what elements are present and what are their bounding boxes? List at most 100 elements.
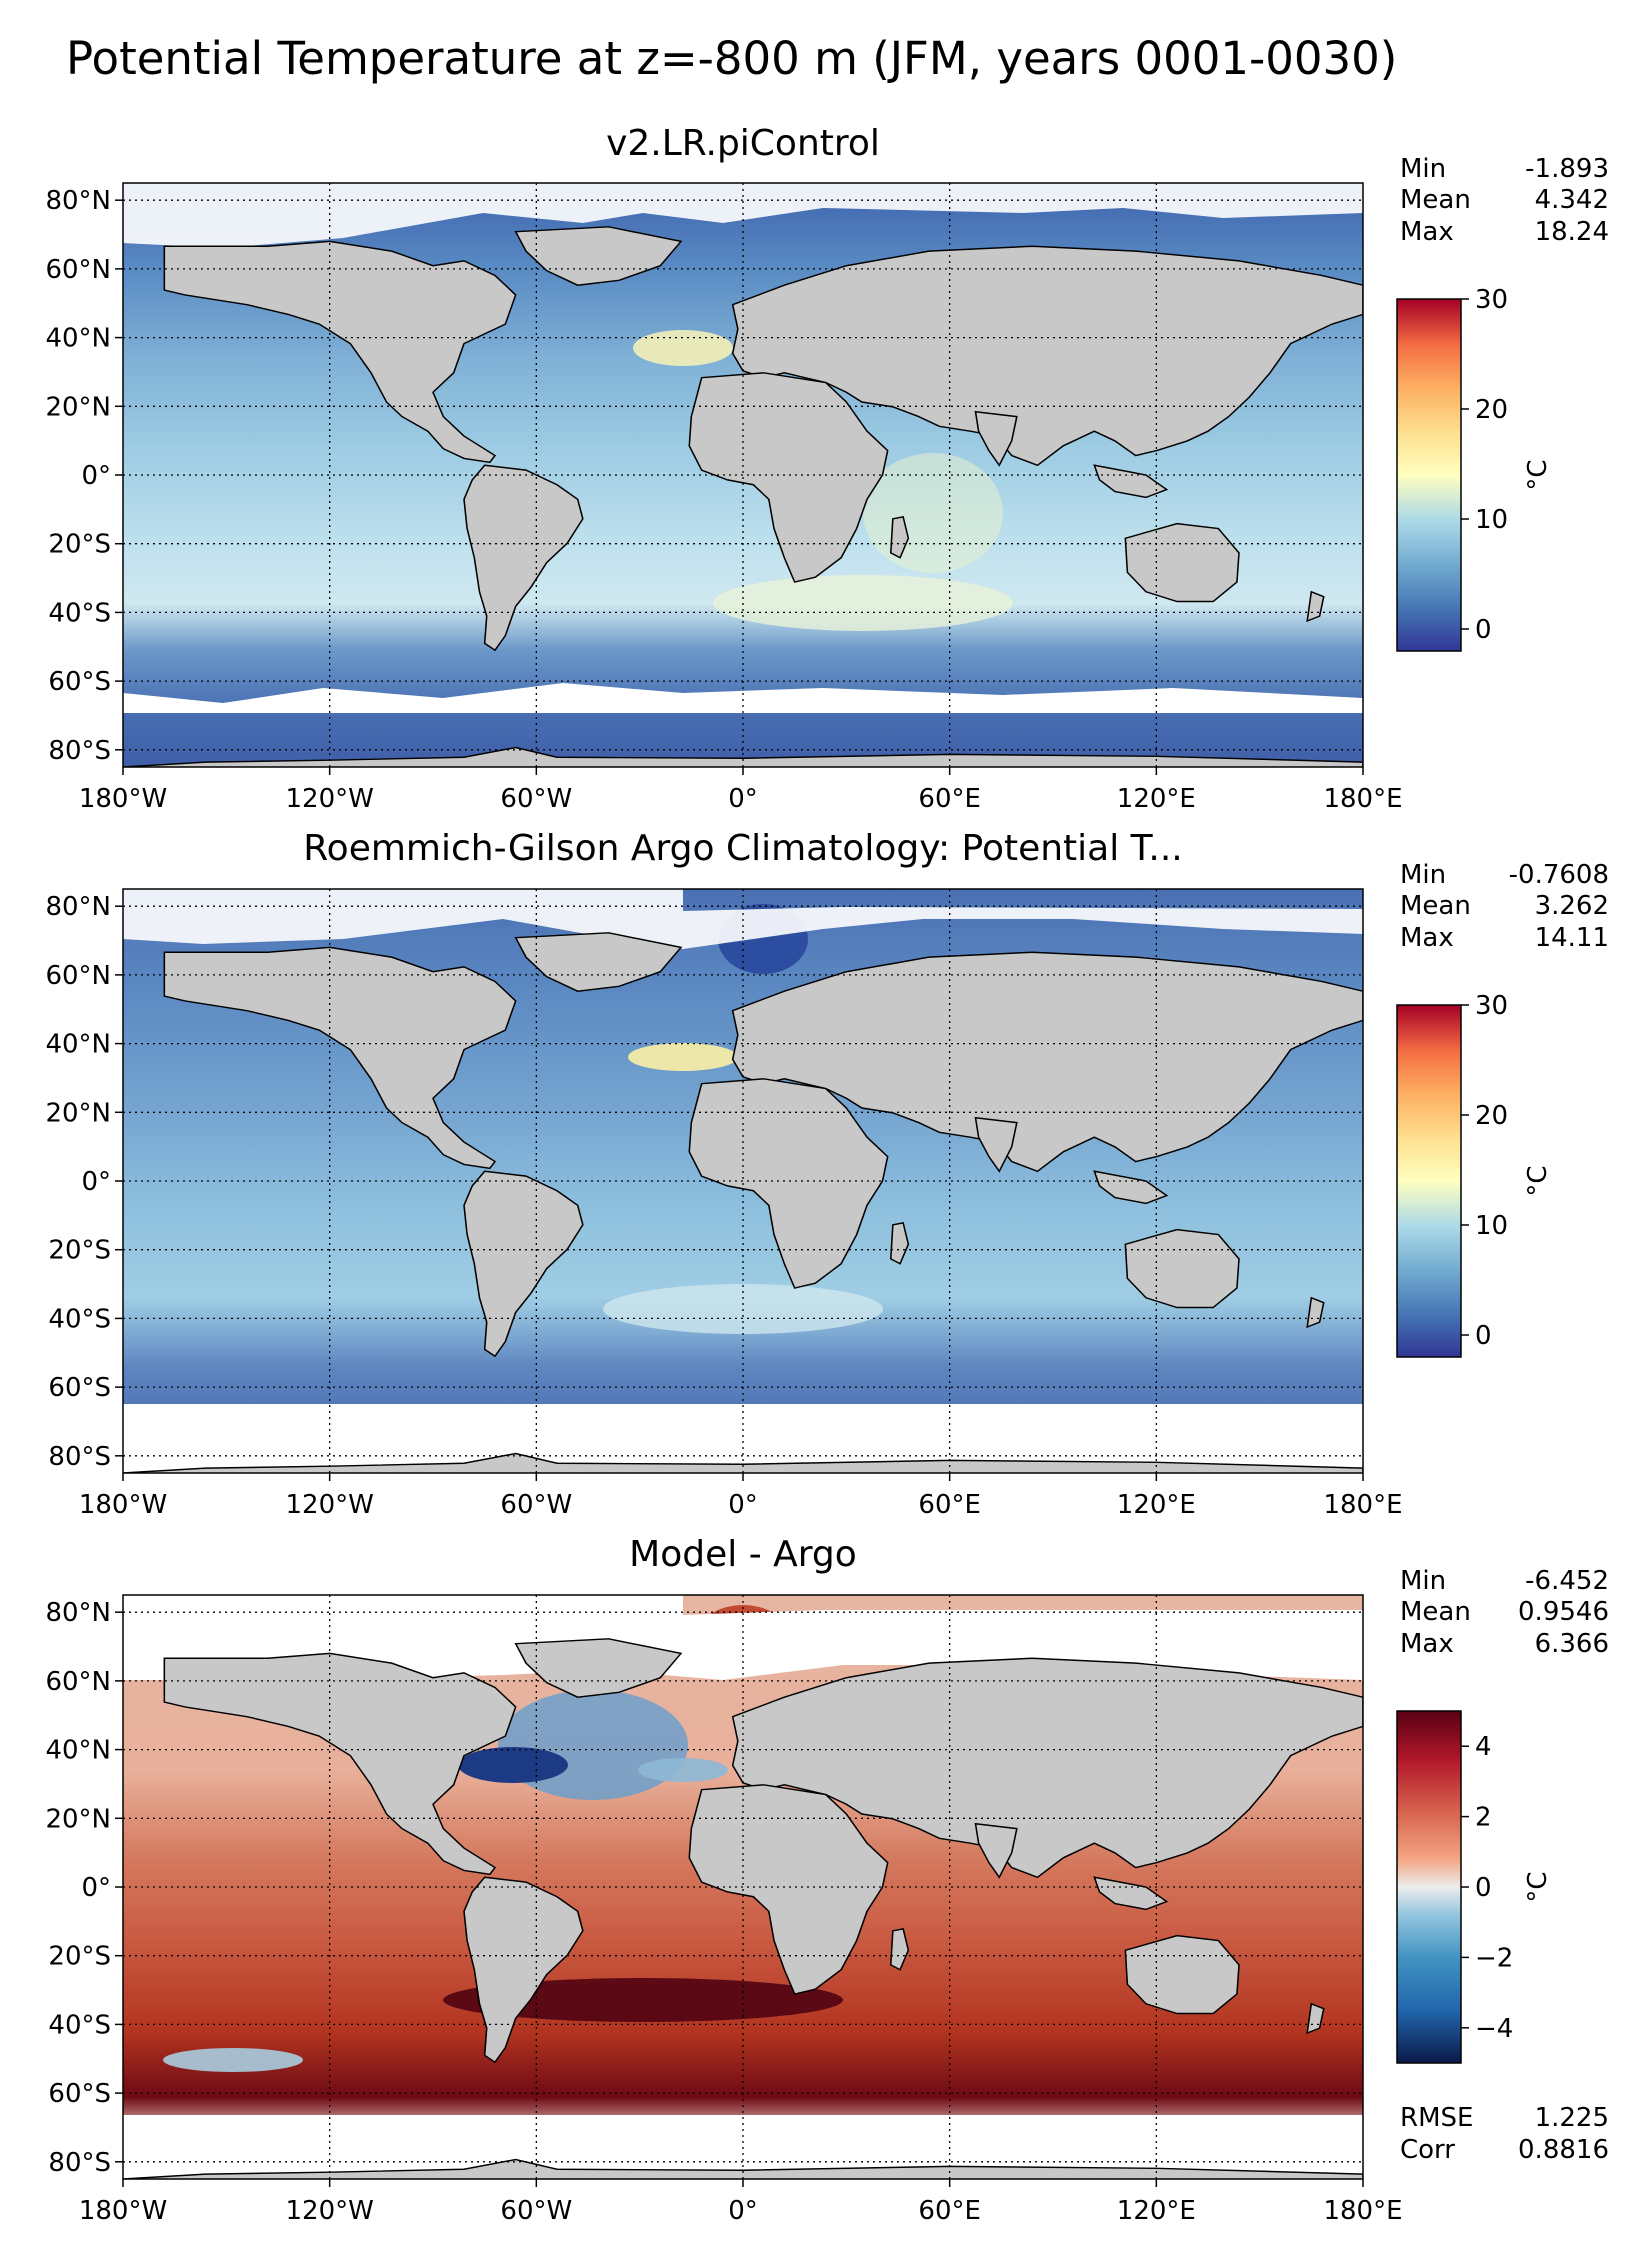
lon-tick-label: 180°W xyxy=(79,784,167,814)
panel-3: Model - Argo 80°N 60°N 40°N 20°N 0° 20°S 40°S 6… xyxy=(45,1534,1609,2226)
colorbar: 4 2 0 −2 −4 °C xyxy=(1396,1710,1553,2064)
lat-tick-label: 80°S xyxy=(48,2148,111,2178)
panel-1: v2.LR.piControl 80°N 60°N 40°N 20°N 0° 20°S 40… xyxy=(45,123,1609,814)
lon-tick-label: 120°E xyxy=(1117,2196,1196,2226)
lat-tick-label: 20°S xyxy=(48,1236,111,1266)
stat-label: Max xyxy=(1400,1629,1454,1659)
lat-tick-label: 40°S xyxy=(48,598,111,628)
colorbar-tick-label: 20 xyxy=(1475,395,1508,425)
panel-title: v2.LR.piControl xyxy=(606,123,880,164)
map-mediterranean xyxy=(628,1043,738,1071)
stat-label: Min xyxy=(1400,860,1446,890)
lon-tick-label: 60°E xyxy=(918,2196,981,2226)
stat-value: 18.24 xyxy=(1535,217,1609,247)
lat-axis: 80°N 60°N 40°N 20°N 0° 20°S 40°S 60°S 80°S xyxy=(45,186,123,766)
lon-tick-label: 0° xyxy=(728,1490,758,1520)
lat-tick-label: 80°S xyxy=(48,1442,111,1472)
stat-value: 0.8816 xyxy=(1518,2135,1609,2165)
stat-label: Min xyxy=(1400,1566,1446,1596)
panel-title: Model - Argo xyxy=(629,1534,857,1575)
map-negative-anomaly xyxy=(458,1747,568,1783)
map-negative-anomaly xyxy=(163,2048,303,2072)
colorbar-gradient xyxy=(1396,1004,1462,1358)
lat-tick-label: 20°S xyxy=(48,1942,111,1972)
stat-label: Min xyxy=(1400,154,1446,184)
colorbar-tick-label: 4 xyxy=(1475,1732,1492,1762)
stat-value: 14.11 xyxy=(1535,923,1609,953)
colorbar: 0 10 20 30 °C xyxy=(1396,991,1553,1358)
stat-value: 4.342 xyxy=(1535,185,1609,215)
colorbar-tick-label: 0 xyxy=(1475,615,1492,645)
error-stats-block: RMSE 1.225 Corr 0.8816 xyxy=(1400,2103,1609,2165)
lon-axis: 180°W 120°W 60°W 0° 60°E 120°E 180°E xyxy=(79,767,1403,814)
map-missing-arctic xyxy=(123,183,1363,248)
lat-tick-label: 80°S xyxy=(48,736,111,766)
lon-tick-label: 0° xyxy=(728,2196,758,2226)
lon-tick-label: 180°E xyxy=(1323,784,1402,814)
stat-label: Mean xyxy=(1400,891,1471,921)
map-warm-patch xyxy=(713,575,1013,631)
lat-tick-label: 40°S xyxy=(48,1304,111,1334)
colorbar-gradient xyxy=(1396,298,1462,652)
stat-value: 1.225 xyxy=(1535,2103,1609,2133)
lon-tick-label: 120°W xyxy=(285,784,373,814)
colorbar: 0 10 20 30 °C xyxy=(1396,285,1553,652)
map-gridlines xyxy=(123,889,1363,1473)
colorbar-tick-label: −2 xyxy=(1475,1943,1513,1973)
lat-tick-label: 80°N xyxy=(45,892,111,922)
map-gridlines xyxy=(123,183,1363,767)
lat-tick-label: 0° xyxy=(81,1873,111,1903)
lat-tick-label: 60°N xyxy=(45,1667,111,1697)
lat-axis: 80°N 60°N 40°N 20°N 0° 20°S 40°S 60°S 80°S xyxy=(45,892,123,1472)
stat-value: 3.262 xyxy=(1535,891,1609,921)
lon-tick-label: 180°E xyxy=(1323,2196,1402,2226)
map-gridlines xyxy=(123,1595,1363,2179)
lat-tick-label: 0° xyxy=(81,1167,111,1197)
colorbar-label: °C xyxy=(1523,1165,1553,1196)
colorbar-tick-label: 20 xyxy=(1475,1101,1508,1131)
lon-tick-label: 120°E xyxy=(1117,1490,1196,1520)
lat-tick-label: 20°N xyxy=(45,392,111,422)
lon-tick-label: 180°W xyxy=(79,1490,167,1520)
lat-tick-label: 80°N xyxy=(45,186,111,216)
lon-axis: 180°W 120°W 60°W 0° 60°E 120°E 180°E xyxy=(79,2179,1403,2226)
colorbar-ticks: 0 10 20 30 xyxy=(1461,991,1508,1351)
stat-value: -1.893 xyxy=(1525,154,1609,184)
lat-tick-label: 20°N xyxy=(45,1098,111,1128)
colorbar-tick-label: 10 xyxy=(1475,505,1508,535)
stats-block: Min -0.7608 Mean 3.262 Max 14.11 xyxy=(1400,860,1609,953)
stats-block: Min -1.893 Mean 4.342 Max 18.24 xyxy=(1400,154,1609,247)
lat-tick-label: 60°S xyxy=(48,2079,111,2109)
colorbar-label: °C xyxy=(1523,1871,1553,1902)
lat-tick-label: 40°N xyxy=(45,324,111,354)
lat-tick-label: 60°N xyxy=(45,255,111,285)
lon-tick-label: 120°W xyxy=(285,1490,373,1520)
lat-tick-label: 40°N xyxy=(45,1736,111,1766)
stat-label: RMSE xyxy=(1400,2103,1473,2133)
lon-axis: 180°W 120°W 60°W 0° 60°E 120°E 180°E xyxy=(79,1473,1403,1520)
stat-value: 0.9546 xyxy=(1518,1597,1609,1627)
lon-tick-label: 0° xyxy=(728,784,758,814)
lon-tick-label: 60°E xyxy=(918,784,981,814)
lat-tick-label: 40°N xyxy=(45,1030,111,1060)
colorbar-tick-label: 30 xyxy=(1475,285,1508,315)
colorbar-tick-label: 0 xyxy=(1475,1873,1492,1903)
stat-label: Corr xyxy=(1400,2135,1455,2165)
panel-title: Roemmich-Gilson Argo Climatology: Potent… xyxy=(303,828,1182,869)
colorbar-label: °C xyxy=(1523,459,1553,490)
lon-tick-label: 180°E xyxy=(1323,1490,1402,1520)
lat-tick-label: 40°S xyxy=(48,2010,111,2040)
lon-tick-label: 60°E xyxy=(918,1490,981,1520)
colorbar-tick-label: 30 xyxy=(1475,991,1508,1021)
lon-tick-label: 120°W xyxy=(285,2196,373,2226)
colorbar-ticks: 0 10 20 30 xyxy=(1461,285,1508,645)
colorbar-tick-label: 2 xyxy=(1475,1803,1492,1833)
lat-tick-label: 80°N xyxy=(45,1598,111,1628)
figure-title: Potential Temperature at z=-800 m (JFM, … xyxy=(66,32,1397,85)
map-mediterranean xyxy=(633,330,733,366)
stat-label: Max xyxy=(1400,923,1454,953)
colorbar-tick-label: 0 xyxy=(1475,1321,1492,1351)
stat-value: -6.452 xyxy=(1525,1566,1609,1596)
stat-label: Mean xyxy=(1400,1597,1471,1627)
